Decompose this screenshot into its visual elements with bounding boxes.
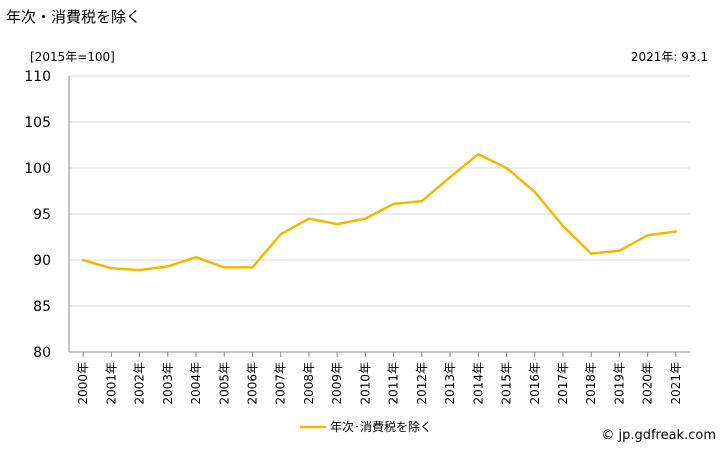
y-tick-label: 95 (33, 207, 51, 223)
y-tick-label: 100 (24, 161, 51, 177)
x-tick-label: 2019年 (612, 362, 626, 405)
series-line (81, 152, 678, 272)
x-tick-label: 2010年 (358, 362, 372, 405)
x-tick-label: 2008年 (302, 362, 316, 405)
x-tick-label: 2020年 (641, 362, 655, 405)
x-tick-label: 2013年 (443, 362, 457, 405)
x-tick-label: 2018年 (584, 362, 598, 405)
y-tick-label: 110 (24, 69, 51, 85)
x-tick-label: 2009年 (330, 362, 344, 405)
y-tick-label: 80 (33, 345, 51, 361)
x-tick-label: 2021年 (669, 362, 683, 405)
x-tick-label: 2000年 (76, 362, 90, 405)
x-tick-label: 2012年 (415, 362, 429, 405)
x-tick-label: 2007年 (274, 362, 288, 405)
y-tick-label: 90 (33, 253, 51, 269)
x-tick-label: 2006年 (245, 362, 259, 405)
x-tick-label: 2016年 (528, 362, 542, 405)
x-tick-label: 2002年 (133, 362, 147, 405)
x-tick-label: 2011年 (387, 362, 401, 405)
x-tick-label: 2015年 (500, 362, 514, 405)
x-tick-label: 2005年 (217, 362, 231, 405)
y-tick-label: 85 (33, 299, 51, 315)
legend-label: 年次･消費税を除く (330, 419, 432, 434)
x-tick-label: 2001年 (104, 362, 118, 405)
x-tick-label: 2014年 (471, 362, 485, 405)
source-credit: © jp.gdfreak.com (601, 428, 716, 443)
y-axis-unit-label: [2015年=100] (30, 50, 115, 64)
y-tick-label: 105 (24, 115, 51, 131)
x-tick-label: 2004年 (189, 362, 203, 405)
x-tick-label: 2017年 (556, 362, 570, 405)
chart-title: 年次・消費税を除く (6, 8, 142, 26)
x-tick-label: 2003年 (161, 362, 175, 405)
latest-value-label: 2021年: 93.1 (630, 50, 708, 64)
